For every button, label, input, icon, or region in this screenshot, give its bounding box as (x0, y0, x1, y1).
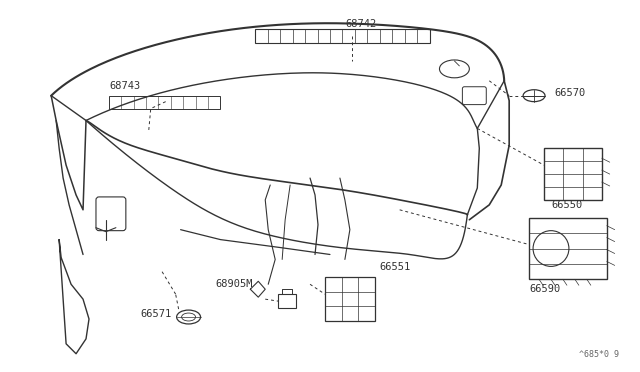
Bar (325, 277, 375, 321)
Text: 66570: 66570 (554, 88, 585, 98)
Text: 66571: 66571 (141, 309, 172, 319)
Bar (544, 148, 602, 200)
Text: ^685*0 9: ^685*0 9 (579, 350, 619, 359)
Text: 66550: 66550 (551, 200, 582, 210)
Text: 68905M: 68905M (216, 279, 253, 289)
Bar (109, 96, 220, 109)
Text: 68743: 68743 (109, 81, 140, 91)
Bar (529, 218, 607, 279)
Text: 66590: 66590 (529, 284, 561, 294)
Text: 68742: 68742 (345, 19, 376, 29)
Bar (278, 294, 296, 308)
Text: 66551: 66551 (380, 262, 411, 272)
Bar (255, 29, 429, 43)
